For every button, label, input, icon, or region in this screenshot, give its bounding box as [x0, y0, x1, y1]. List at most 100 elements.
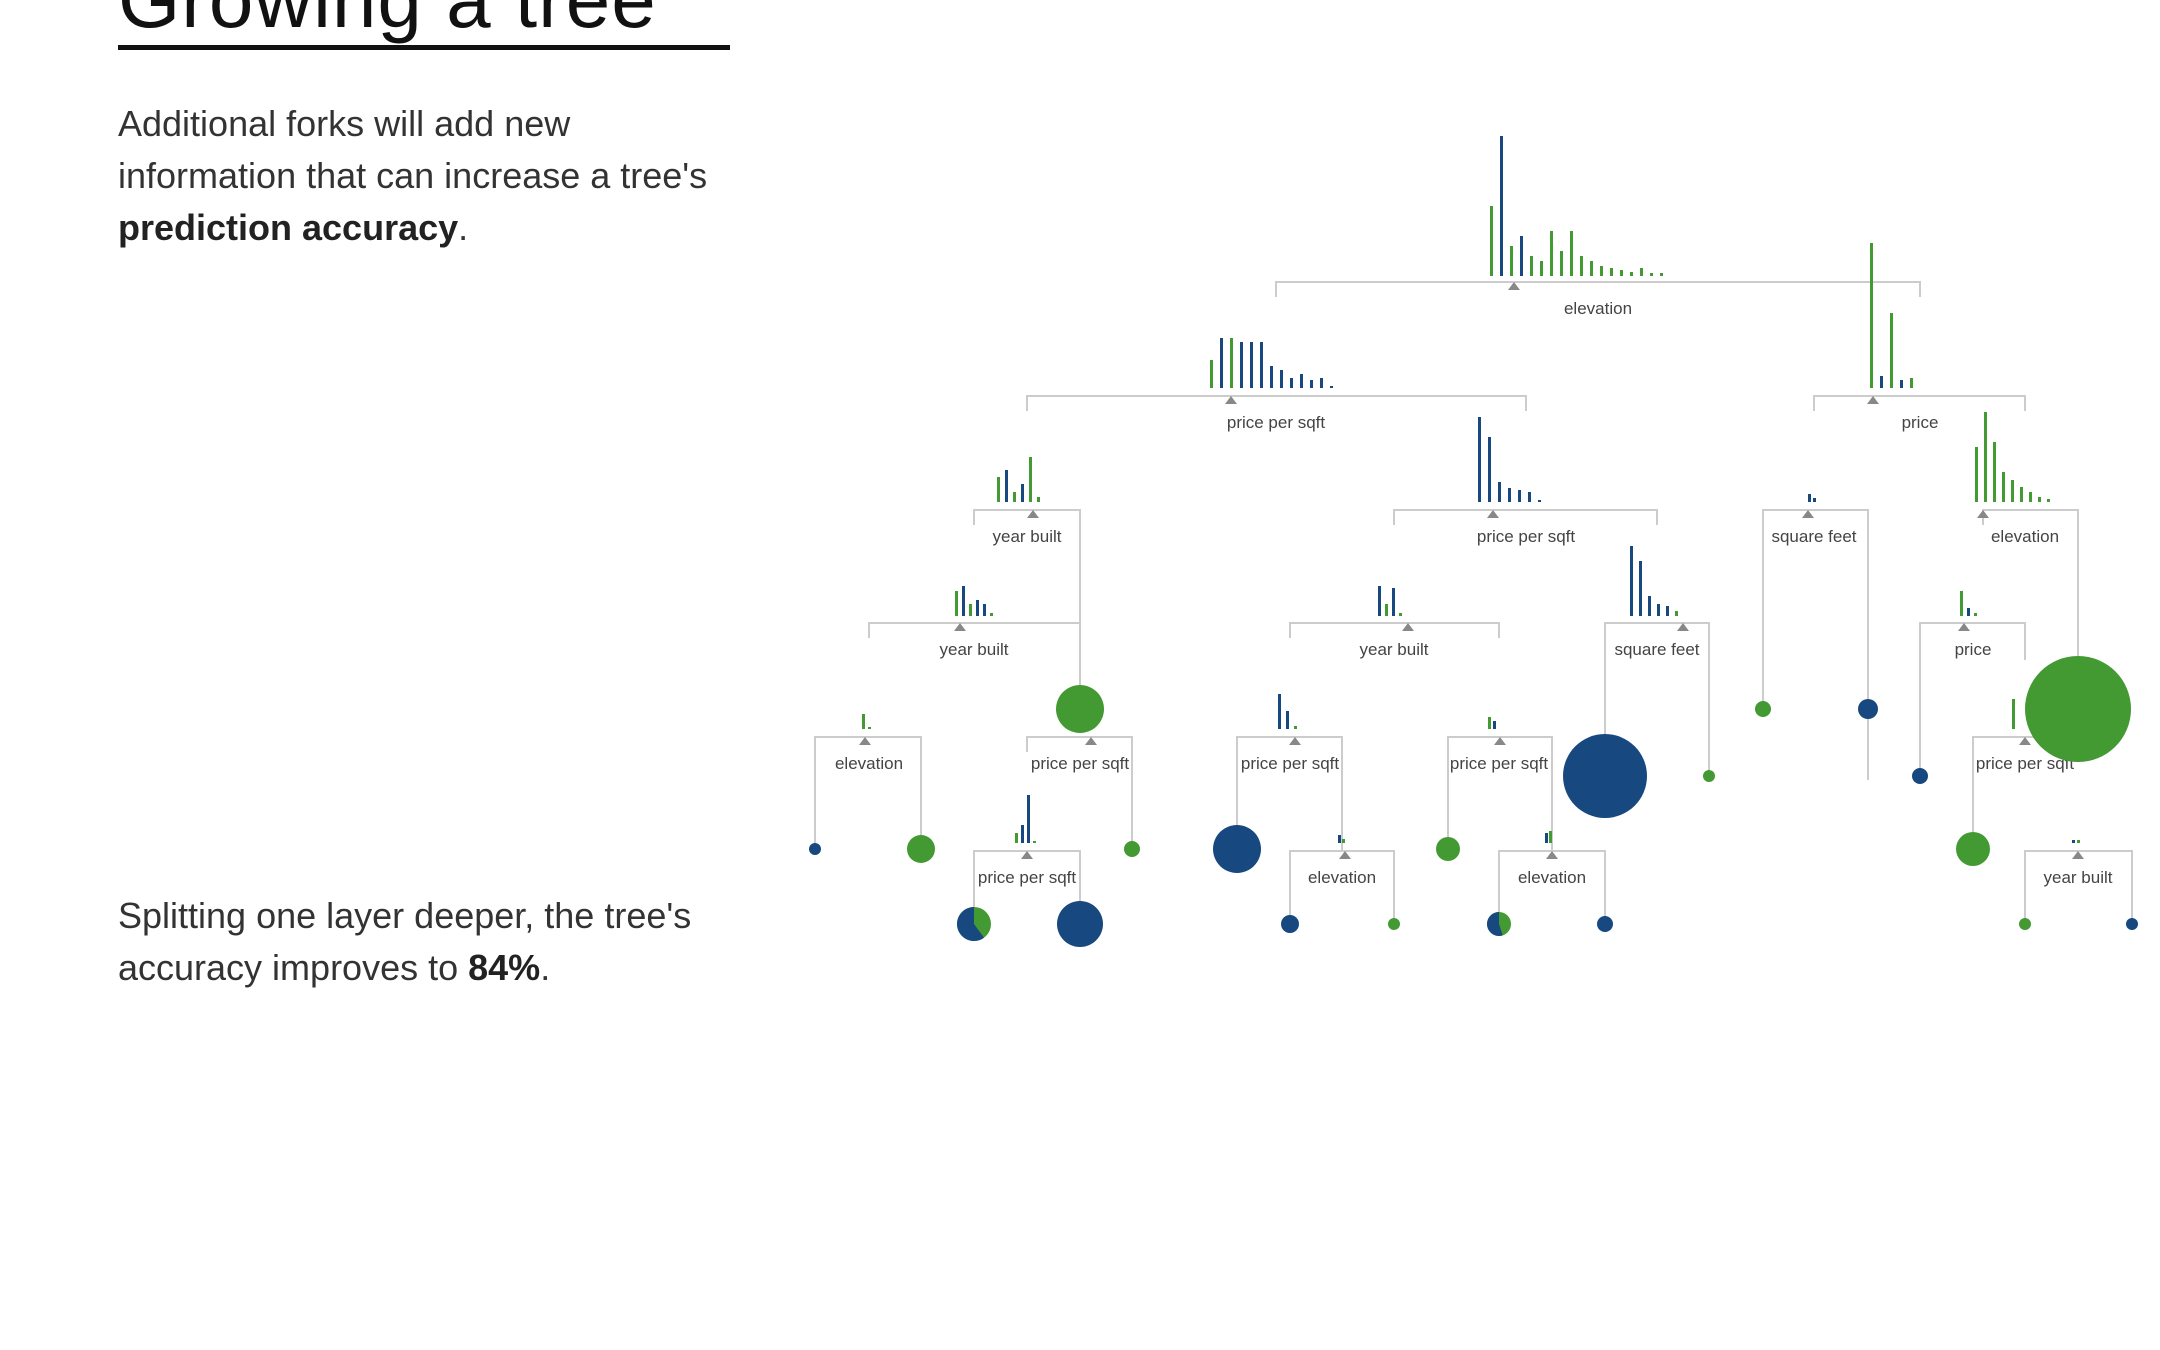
- histogram-bar: [1260, 342, 1263, 388]
- histogram-bar: [955, 591, 958, 616]
- leaf-node: [1436, 837, 1460, 861]
- histogram-bar: [1808, 494, 1811, 502]
- leaf-pie-slice: [1487, 912, 1503, 936]
- histogram-bar: [1399, 613, 1402, 616]
- split-label: price per sqft: [978, 868, 1077, 887]
- histogram-bar: [1657, 604, 1660, 616]
- histogram-bar: [1530, 256, 1533, 276]
- leaf-node: [1956, 832, 1990, 866]
- histogram-bar: [1280, 370, 1283, 388]
- histogram-bar: [1660, 273, 1663, 276]
- leaf-node: [1563, 734, 1647, 818]
- split-marker-icon: [1027, 510, 1039, 518]
- split-label: price per sqft: [1976, 754, 2075, 773]
- histogram-bar: [1590, 261, 1593, 276]
- accuracy-text: Splitting one layer deeper, the tree's a…: [118, 895, 692, 988]
- split-bracket: [973, 509, 1081, 525]
- histogram-bar: [1648, 596, 1651, 616]
- histogram-bar: [1600, 266, 1603, 276]
- split-marker-icon: [1977, 510, 1989, 518]
- split-label: elevation: [1308, 868, 1376, 887]
- histogram-bar: [1984, 412, 1987, 502]
- histogram-bar: [1960, 591, 1963, 616]
- histogram-bar: [1610, 268, 1613, 276]
- histogram-bar: [1490, 206, 1493, 276]
- split-bracket: [1275, 281, 1921, 297]
- histogram-bar: [1538, 500, 1541, 502]
- leaf-node: [1057, 901, 1103, 947]
- leaf-node: [1281, 915, 1299, 933]
- split-bracket: [1982, 509, 2079, 525]
- leaf-node: [2025, 656, 2131, 762]
- histogram-bar: [1880, 376, 1883, 388]
- leaf-node: [1755, 701, 1771, 717]
- split-marker-icon: [1802, 510, 1814, 518]
- histogram-bar: [2029, 492, 2032, 502]
- split-marker-icon: [859, 737, 871, 745]
- histogram-bar: [1310, 380, 1313, 388]
- histogram-bar: [1498, 482, 1501, 502]
- histogram-bar: [1560, 251, 1563, 276]
- histogram-bar: [1270, 366, 1273, 388]
- split-label: year built: [993, 527, 1062, 546]
- histogram-bar: [969, 604, 972, 616]
- intro-paragraph: Additional forks will add new informatio…: [118, 98, 758, 254]
- histogram-bar: [1550, 231, 1553, 276]
- histogram-bar: [1900, 380, 1903, 388]
- split-marker-icon: [1021, 851, 1033, 859]
- histogram-bar: [1290, 378, 1293, 388]
- histogram-bar: [1294, 726, 1297, 729]
- split-label: year built: [1360, 640, 1429, 659]
- histogram-bar: [1392, 588, 1395, 616]
- leaf-node: [2019, 918, 2031, 930]
- histogram-bar: [1640, 268, 1643, 276]
- histogram-bar: [1005, 470, 1008, 502]
- histogram-bar: [1870, 243, 1873, 388]
- histogram-bar: [1580, 256, 1583, 276]
- histogram-bar: [1500, 136, 1503, 276]
- leaf-node: [2126, 918, 2138, 930]
- histogram-bar: [1478, 417, 1481, 502]
- split-label: elevation: [1564, 299, 1632, 318]
- histogram-bar: [1015, 833, 1018, 843]
- accuracy-punct: .: [540, 947, 551, 988]
- split-marker-icon: [1494, 737, 1506, 745]
- leaf-node: [1912, 768, 1928, 784]
- histogram-bar: [1033, 841, 1036, 843]
- histogram-bar: [1570, 231, 1573, 276]
- leaf-pie-slice: [957, 907, 984, 941]
- split-bracket: [1026, 395, 1527, 411]
- histogram-bar: [1029, 457, 1032, 502]
- split-label: price per sqft: [1241, 754, 1340, 773]
- histogram-bar: [1549, 831, 1552, 843]
- split-label: year built: [940, 640, 1009, 659]
- histogram-bar: [1540, 261, 1543, 276]
- histogram-bar: [1910, 378, 1913, 388]
- histogram-bar: [1528, 492, 1531, 502]
- histogram-bar: [1320, 378, 1323, 388]
- histogram-bar: [997, 477, 1000, 502]
- leaf-node: [1213, 825, 1261, 873]
- histogram-bar: [2020, 487, 2023, 502]
- histogram-bar: [1974, 613, 1977, 616]
- title-divider: [118, 45, 730, 50]
- intro-text: Additional forks will add new informatio…: [118, 103, 708, 196]
- leaf-node: [1703, 770, 1715, 782]
- split-marker-icon: [954, 623, 966, 631]
- histogram-bar: [1967, 608, 1970, 616]
- histogram-bar: [1278, 694, 1281, 729]
- histogram-bar: [1639, 561, 1642, 616]
- split-marker-icon: [1958, 623, 1970, 631]
- split-label: price per sqft: [1227, 413, 1326, 432]
- histogram-bar: [1210, 360, 1213, 388]
- histogram-bar: [2012, 699, 2015, 729]
- histogram-bar: [1620, 270, 1623, 276]
- split-bracket: [1604, 622, 1710, 638]
- histogram-bar: [1508, 488, 1511, 502]
- split-marker-icon: [1225, 396, 1237, 404]
- intro-punct: .: [458, 207, 469, 248]
- histogram-bar: [1230, 338, 1233, 388]
- leaf-node: [1388, 918, 1400, 930]
- split-label: year built: [2044, 868, 2113, 887]
